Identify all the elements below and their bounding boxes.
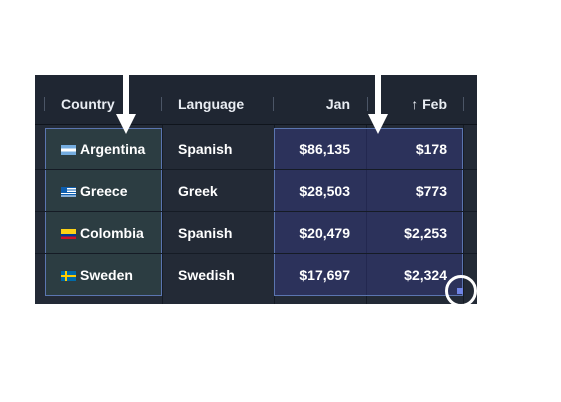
feb-cell[interactable]: $773 <box>415 183 447 199</box>
language-cell[interactable]: Greek <box>178 183 218 199</box>
column-header-feb-label: Feb <box>422 96 447 112</box>
column-header-feb[interactable]: ↑ Feb <box>395 75 447 125</box>
colombia-flag-icon <box>61 229 76 239</box>
language-cell[interactable]: Swedish <box>178 267 235 283</box>
feb-cell[interactable]: $178 <box>415 141 447 157</box>
column-divider <box>366 125 367 304</box>
sweden-flag-icon <box>61 271 76 281</box>
column-header-language[interactable]: Language <box>178 96 245 112</box>
down-arrow-icon <box>368 72 388 134</box>
column-resize-handle[interactable] <box>367 97 368 111</box>
table-row[interactable]: Greece Greek $28,503 $773 <box>35 170 477 212</box>
country-cell[interactable]: Colombia <box>61 212 144 254</box>
column-divider <box>162 125 163 304</box>
column-header-jan[interactable]: Jan <box>325 96 350 112</box>
table-row[interactable]: Colombia Spanish $20,479 $2,253 <box>35 212 477 254</box>
fill-handle-highlight-circle <box>445 275 477 307</box>
table-row[interactable]: Sweden Swedish $17,697 $2,324 <box>35 254 477 296</box>
table-row[interactable]: Argentina Spanish $86,135 $178 <box>35 128 477 170</box>
column-resize-handle[interactable] <box>273 97 274 111</box>
jan-cell[interactable]: $86,135 <box>299 141 350 157</box>
jan-cell[interactable]: $17,697 <box>299 267 350 283</box>
language-cell[interactable]: Spanish <box>178 141 233 157</box>
column-header-country[interactable]: Country <box>61 96 115 112</box>
month-cells-selection <box>274 128 463 296</box>
feb-cell[interactable]: $2,253 <box>404 225 447 241</box>
country-name: Colombia <box>80 225 144 241</box>
column-resize-handle[interactable] <box>44 97 45 111</box>
country-cell[interactable]: Sweden <box>61 254 133 296</box>
sort-ascending-icon: ↑ <box>411 96 419 112</box>
argentina-flag-icon <box>61 145 76 155</box>
country-name: Argentina <box>80 141 146 157</box>
grid-header: Country Language Jan ↑ Feb <box>35 75 477 125</box>
down-arrow-icon <box>116 72 136 134</box>
country-cell[interactable]: Greece <box>61 170 127 212</box>
jan-cell[interactable]: $20,479 <box>299 225 350 241</box>
country-cell-selection <box>45 128 162 296</box>
column-resize-handle[interactable] <box>161 97 162 111</box>
feb-cell[interactable]: $2,324 <box>404 267 447 283</box>
column-divider <box>463 125 464 304</box>
jan-cell[interactable]: $28,503 <box>299 183 350 199</box>
greece-flag-icon <box>61 187 76 197</box>
country-cell[interactable]: Argentina <box>61 128 145 170</box>
language-cell[interactable]: Spanish <box>178 225 233 241</box>
column-resize-handle[interactable] <box>463 97 464 111</box>
country-name: Greece <box>80 183 128 199</box>
data-grid: Country Language Jan ↑ Feb Argentina Spa… <box>35 75 477 304</box>
country-name: Sweden <box>80 267 133 283</box>
